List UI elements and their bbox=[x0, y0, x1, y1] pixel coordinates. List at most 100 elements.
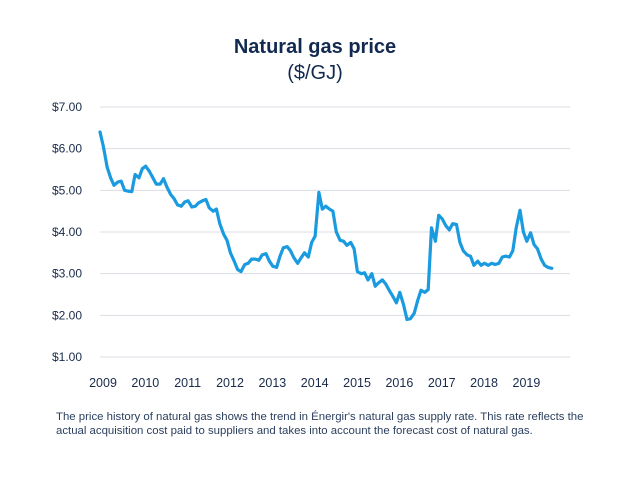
data-point bbox=[324, 204, 328, 208]
data-point bbox=[522, 230, 525, 234]
data-point bbox=[437, 213, 441, 217]
data-point bbox=[211, 209, 215, 213]
data-point bbox=[239, 270, 243, 273]
data-point bbox=[148, 170, 151, 174]
data-point bbox=[402, 303, 405, 307]
data-point bbox=[310, 241, 314, 244]
data-point bbox=[190, 205, 194, 209]
data-point bbox=[472, 263, 476, 267]
data-point bbox=[426, 288, 430, 291]
data-point bbox=[133, 173, 137, 176]
data-point bbox=[292, 256, 296, 260]
x-tick-label: 2016 bbox=[385, 376, 413, 390]
x-tick-label: 2017 bbox=[428, 376, 456, 390]
data-point bbox=[172, 197, 176, 201]
data-point bbox=[222, 232, 226, 236]
data-point bbox=[504, 254, 507, 258]
data-point bbox=[257, 258, 261, 262]
y-tick-label: $5.00 bbox=[52, 183, 82, 197]
data-point bbox=[215, 207, 218, 211]
data-point bbox=[500, 255, 504, 259]
data-point bbox=[264, 252, 268, 256]
data-point bbox=[356, 270, 359, 273]
line-chart: $1.00 $2.00 $3.00 $4.00 $5.00 $6.00 $7.00 2009 2… bbox=[52, 100, 570, 390]
data-point bbox=[490, 261, 494, 265]
data-point bbox=[546, 266, 550, 269]
data-point bbox=[306, 255, 310, 259]
data-point bbox=[165, 185, 169, 189]
data-point bbox=[317, 191, 321, 194]
data-point bbox=[398, 291, 402, 294]
data-point bbox=[130, 190, 134, 194]
data-point bbox=[320, 207, 324, 211]
data-point bbox=[218, 222, 222, 226]
data-point bbox=[154, 182, 158, 186]
data-point bbox=[98, 130, 102, 134]
x-tick-label: 2010 bbox=[131, 376, 159, 390]
data-point bbox=[493, 263, 497, 266]
data-point bbox=[349, 241, 353, 244]
data-point bbox=[345, 243, 349, 247]
data-point bbox=[539, 257, 543, 261]
y-tick-label: $6.00 bbox=[52, 142, 82, 156]
data-point bbox=[176, 203, 179, 207]
data-point bbox=[105, 166, 109, 169]
data-point bbox=[275, 266, 278, 269]
data-point bbox=[334, 230, 338, 234]
data-point bbox=[328, 207, 331, 211]
data-point bbox=[250, 257, 254, 261]
x-tick-label: 2015 bbox=[343, 376, 371, 390]
data-point bbox=[423, 291, 427, 294]
data-point bbox=[201, 199, 204, 203]
x-tick-label: 2014 bbox=[301, 376, 329, 390]
data-point bbox=[183, 200, 187, 204]
data-point bbox=[550, 266, 554, 270]
data-point bbox=[204, 198, 208, 201]
data-point bbox=[366, 278, 370, 282]
data-point bbox=[440, 217, 444, 221]
data-point bbox=[455, 223, 458, 226]
data-point bbox=[381, 278, 384, 282]
chart-subtitle: ($/GJ) bbox=[287, 62, 343, 84]
y-tick-label: $1.00 bbox=[52, 350, 82, 364]
x-tick-label: 2013 bbox=[258, 376, 286, 390]
data-point bbox=[461, 249, 465, 253]
data-point bbox=[342, 239, 345, 243]
data-point bbox=[497, 261, 501, 265]
data-point bbox=[331, 209, 335, 213]
data-point bbox=[387, 288, 391, 292]
data-point bbox=[444, 224, 448, 228]
data-point bbox=[451, 222, 455, 226]
data-point bbox=[479, 263, 483, 267]
data-point bbox=[465, 253, 469, 257]
data-point bbox=[447, 228, 451, 232]
data-point bbox=[296, 261, 300, 265]
data-point bbox=[162, 177, 165, 181]
data-point bbox=[430, 226, 433, 230]
data-point bbox=[532, 243, 536, 246]
data-point bbox=[232, 259, 236, 263]
data-point bbox=[289, 249, 292, 253]
data-point bbox=[313, 234, 317, 238]
data-point bbox=[193, 204, 197, 208]
data-point bbox=[144, 164, 148, 168]
data-point bbox=[137, 176, 141, 180]
data-point bbox=[476, 259, 480, 263]
chart-caption: The price history of natural gas shows t… bbox=[56, 411, 584, 437]
data-point bbox=[126, 189, 130, 193]
data-point bbox=[229, 251, 232, 255]
data-point bbox=[529, 231, 532, 235]
data-point bbox=[384, 282, 388, 286]
y-tick-label: $3.00 bbox=[52, 267, 82, 281]
price-series-line bbox=[98, 130, 554, 322]
x-tick-label: 2012 bbox=[216, 376, 244, 390]
data-point bbox=[391, 295, 395, 298]
data-point bbox=[179, 204, 183, 208]
y-tick-label: $7.00 bbox=[52, 100, 82, 114]
data-point bbox=[486, 263, 490, 267]
data-point bbox=[109, 176, 112, 180]
data-point bbox=[458, 241, 462, 244]
data-point bbox=[186, 199, 190, 203]
data-point bbox=[434, 239, 437, 243]
chart-title: Natural gas price bbox=[233, 36, 397, 58]
